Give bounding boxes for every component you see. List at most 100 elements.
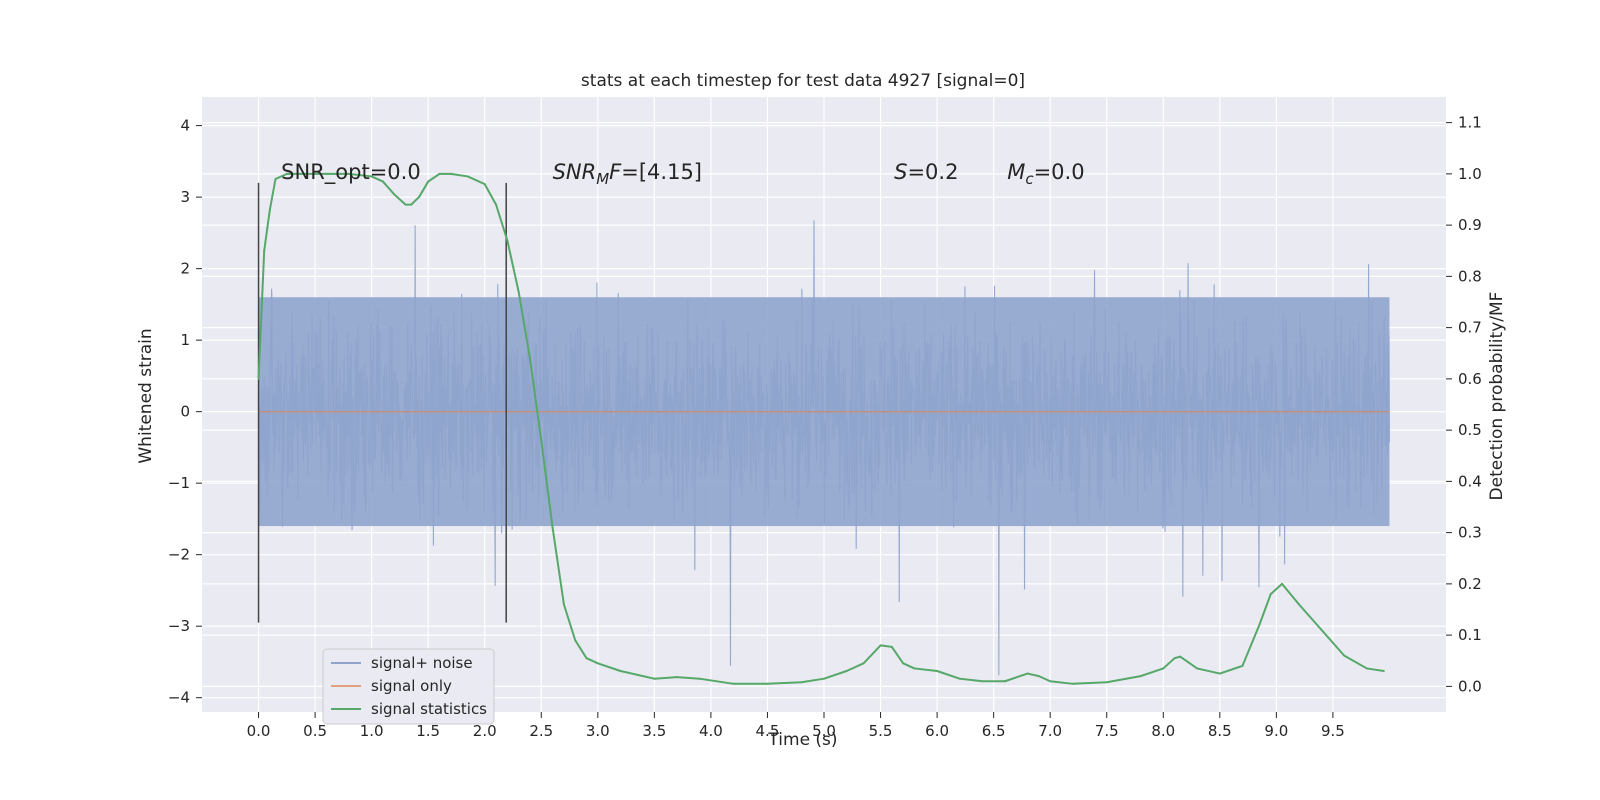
legend-label-signal: signal only xyxy=(371,677,452,695)
x-tick-label: 6.0 xyxy=(925,722,949,740)
annotation: SNRMF=[4.15] xyxy=(553,160,702,188)
signal-statistics-point xyxy=(1258,623,1261,626)
signal-statistics-point xyxy=(1049,680,1052,683)
x-tick-label: 4.0 xyxy=(699,722,723,740)
signal-statistics-point xyxy=(732,682,735,685)
signal-statistics-point xyxy=(1105,681,1108,684)
signal-statistics-point xyxy=(574,639,577,642)
signal-statistics-point xyxy=(1071,682,1074,685)
signal-statistics-point xyxy=(268,208,271,211)
signal-statistics-point xyxy=(495,203,498,206)
x-tick-label: 6.5 xyxy=(982,722,1006,740)
signal-statistics-point xyxy=(596,662,599,665)
x-tick-label: 1.0 xyxy=(360,722,384,740)
signal-statistics-point xyxy=(981,680,984,683)
signal-statistics-point xyxy=(348,172,351,175)
signal-statistics-point xyxy=(823,677,825,680)
signal-statistics-point xyxy=(1196,667,1199,670)
signal-statistics-point xyxy=(845,670,848,672)
signal-statistics-point xyxy=(404,203,407,206)
right-axis-title: Detection probability/MF xyxy=(1487,292,1507,501)
signal-statistics-point xyxy=(675,676,678,679)
signal-statistics-point xyxy=(1162,667,1165,670)
signal-statistics-point xyxy=(913,667,916,670)
signal-statistics-point xyxy=(1382,670,1385,672)
signal-statistics-series xyxy=(257,172,1385,685)
y-tick-label: 4 xyxy=(180,117,190,135)
signal-statistics-point xyxy=(528,357,531,360)
x-tick-label: 7.5 xyxy=(1095,722,1119,740)
annotation-part: =0.0 xyxy=(1034,160,1085,184)
x-tick-label: 8.5 xyxy=(1208,722,1232,740)
signal-statistics-point xyxy=(1139,675,1142,678)
signal-statistics-point xyxy=(1241,664,1244,667)
signal-statistics-point xyxy=(540,439,543,442)
x-tick-label: 4.5 xyxy=(756,722,780,740)
y-axis-title: Whitened strain xyxy=(136,328,156,463)
event-window-lines xyxy=(257,182,507,623)
signal-statistics-point xyxy=(274,178,277,180)
signal-statistics-point xyxy=(285,172,288,175)
y-tick-label: −4 xyxy=(168,689,190,707)
signal-statistics-point xyxy=(427,180,430,183)
signal-statistics-point xyxy=(653,677,656,680)
signal-statistics-point xyxy=(1343,654,1346,657)
y-tick-label: 3 xyxy=(180,188,190,206)
chart-title: stats at each timestep for test data 492… xyxy=(581,71,1025,91)
x-tick-label: 2.5 xyxy=(529,722,553,740)
y-tick-label: 0 xyxy=(180,403,190,421)
y-tick-label: −3 xyxy=(168,617,190,635)
signal-statistics-point xyxy=(562,603,565,606)
signal-statistics-point xyxy=(551,526,554,529)
x-tick-label: 9.0 xyxy=(1264,722,1288,740)
signal-statistics-point xyxy=(862,662,865,665)
x-axis-title: Time (s) xyxy=(767,730,837,750)
right-tick-label: 0.4 xyxy=(1458,472,1482,490)
x-tick-label: 0.0 xyxy=(247,722,271,740)
right-tick-label: 0.0 xyxy=(1458,677,1482,695)
annotation-part: =[4.15] xyxy=(621,160,702,184)
x-tick-label: 1.5 xyxy=(416,722,440,740)
y-tick-label: 2 xyxy=(180,260,190,278)
annotation-part: M xyxy=(596,170,609,188)
signal-statistics-point xyxy=(879,644,882,647)
signal-statistics-point xyxy=(517,290,520,293)
right-tick-label: 0.2 xyxy=(1458,575,1482,593)
signal-statistics-point xyxy=(1003,680,1006,683)
signal-statistics-point xyxy=(1173,657,1176,660)
signal-statistics-point xyxy=(302,172,305,175)
x-tick-label: 7.0 xyxy=(1038,722,1062,740)
annotation: Mc=0.0 xyxy=(1007,160,1084,188)
annotation-part: c xyxy=(1025,170,1034,188)
signal-statistics-point xyxy=(1179,655,1182,658)
right-tick-label: 0.5 xyxy=(1458,421,1482,439)
signal-statistics-point xyxy=(438,172,441,175)
signal-statistics-point xyxy=(1218,672,1221,675)
signal-statistics-point xyxy=(766,682,769,685)
right-tick-label: 0.3 xyxy=(1458,524,1482,542)
y-tick-label: 1 xyxy=(180,331,190,349)
annotation-part: F xyxy=(609,160,622,184)
right-tick-label: 0.7 xyxy=(1458,319,1482,337)
signal-statistics-point xyxy=(483,183,486,186)
signal-statistics-point xyxy=(325,172,328,175)
legend-label-stats: signal statistics xyxy=(371,700,487,718)
x-tick-label: 5.0 xyxy=(812,722,836,740)
right-tick-label: 1.0 xyxy=(1458,165,1482,183)
signal-statistics-point xyxy=(936,670,939,672)
legend: signal+ noise signal only signal statist… xyxy=(322,648,495,725)
x-tick-label: 3.5 xyxy=(642,722,666,740)
annotation-part: SNR_opt=0.0 xyxy=(281,160,421,185)
right-tick-label: 0.9 xyxy=(1458,216,1482,234)
signal-statistics-point xyxy=(890,645,893,648)
right-tick-label: 0.8 xyxy=(1458,267,1482,285)
signal-statistics-point xyxy=(1269,593,1272,596)
signal-statistics-point xyxy=(958,677,961,680)
y-tick-label: −2 xyxy=(168,546,190,564)
legend-box xyxy=(322,648,495,725)
signal-statistics-point xyxy=(466,175,469,178)
signal-statistics-point xyxy=(370,175,373,178)
annotation: SNR_opt=0.0 xyxy=(281,160,421,185)
y-axis-ticks: −4 −3 −2 −1 0 1 2 3 4 xyxy=(168,117,202,707)
